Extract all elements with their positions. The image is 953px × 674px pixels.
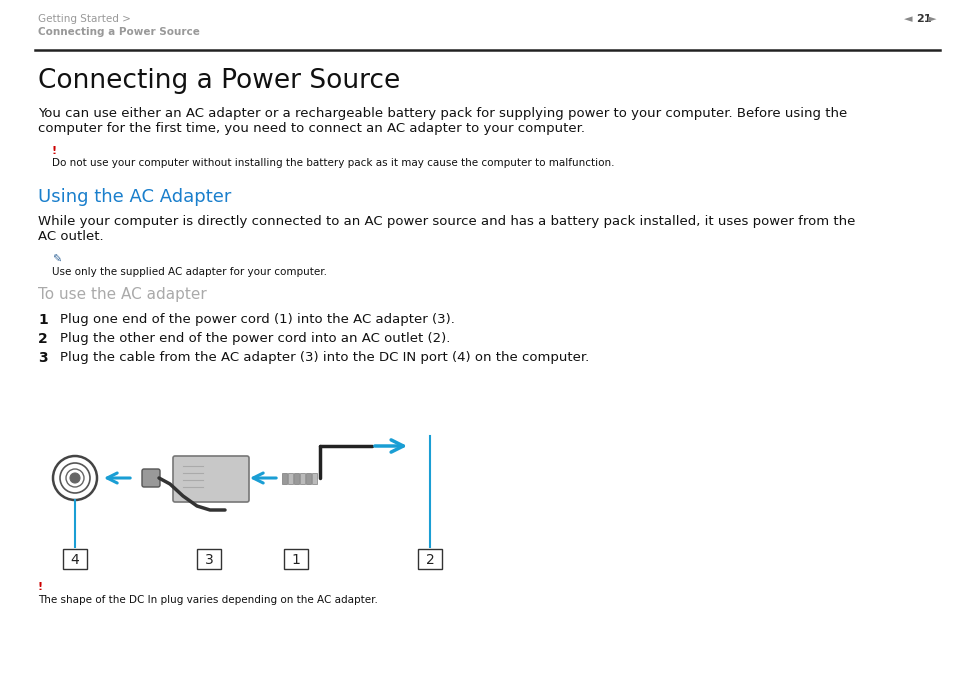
Text: Using the AC Adapter: Using the AC Adapter (38, 188, 232, 206)
Text: Use only the supplied AC adapter for your computer.: Use only the supplied AC adapter for you… (52, 267, 327, 277)
FancyBboxPatch shape (196, 549, 221, 569)
FancyBboxPatch shape (284, 549, 308, 569)
Text: ►: ► (927, 14, 936, 24)
FancyBboxPatch shape (172, 456, 249, 502)
Text: Connecting a Power Source: Connecting a Power Source (38, 68, 400, 94)
Text: 2: 2 (425, 553, 434, 567)
Text: While your computer is directly connected to an AC power source and has a batter: While your computer is directly connecte… (38, 215, 855, 228)
Text: 3: 3 (204, 553, 213, 567)
Bar (294, 473, 298, 484)
Text: !: ! (52, 146, 57, 156)
Text: 1: 1 (38, 313, 48, 327)
Text: You can use either an AC adapter or a rechargeable battery pack for supplying po: You can use either an AC adapter or a re… (38, 107, 846, 120)
Bar (299, 473, 305, 484)
Text: 3: 3 (38, 351, 48, 365)
Text: computer for the first time, you need to connect an AC adapter to your computer.: computer for the first time, you need to… (38, 122, 584, 135)
FancyBboxPatch shape (142, 469, 160, 487)
Text: To use the AC adapter: To use the AC adapter (38, 287, 207, 302)
Bar (282, 473, 287, 484)
Text: Getting Started >: Getting Started > (38, 14, 131, 24)
Text: 1: 1 (292, 553, 300, 567)
Bar (312, 473, 316, 484)
Bar (288, 473, 293, 484)
Text: Plug the cable from the AC adapter (3) into the DC IN port (4) on the computer.: Plug the cable from the AC adapter (3) i… (60, 351, 589, 364)
Text: Connecting a Power Source: Connecting a Power Source (38, 27, 200, 37)
Text: AC outlet.: AC outlet. (38, 230, 104, 243)
Text: ◄: ◄ (903, 14, 911, 24)
FancyBboxPatch shape (417, 549, 441, 569)
Bar (306, 473, 311, 484)
Text: 2: 2 (38, 332, 48, 346)
Text: Plug the other end of the power cord into an AC outlet (2).: Plug the other end of the power cord int… (60, 332, 450, 345)
Text: 21: 21 (915, 14, 930, 24)
Circle shape (70, 473, 80, 483)
Text: !: ! (38, 582, 43, 592)
Text: Plug one end of the power cord (1) into the AC adapter (3).: Plug one end of the power cord (1) into … (60, 313, 455, 326)
Text: 4: 4 (71, 553, 79, 567)
Text: Do not use your computer without installing the battery pack as it may cause the: Do not use your computer without install… (52, 158, 614, 168)
Text: The shape of the DC In plug varies depending on the AC adapter.: The shape of the DC In plug varies depen… (38, 595, 377, 605)
FancyBboxPatch shape (63, 549, 87, 569)
Text: ✎: ✎ (52, 255, 61, 265)
